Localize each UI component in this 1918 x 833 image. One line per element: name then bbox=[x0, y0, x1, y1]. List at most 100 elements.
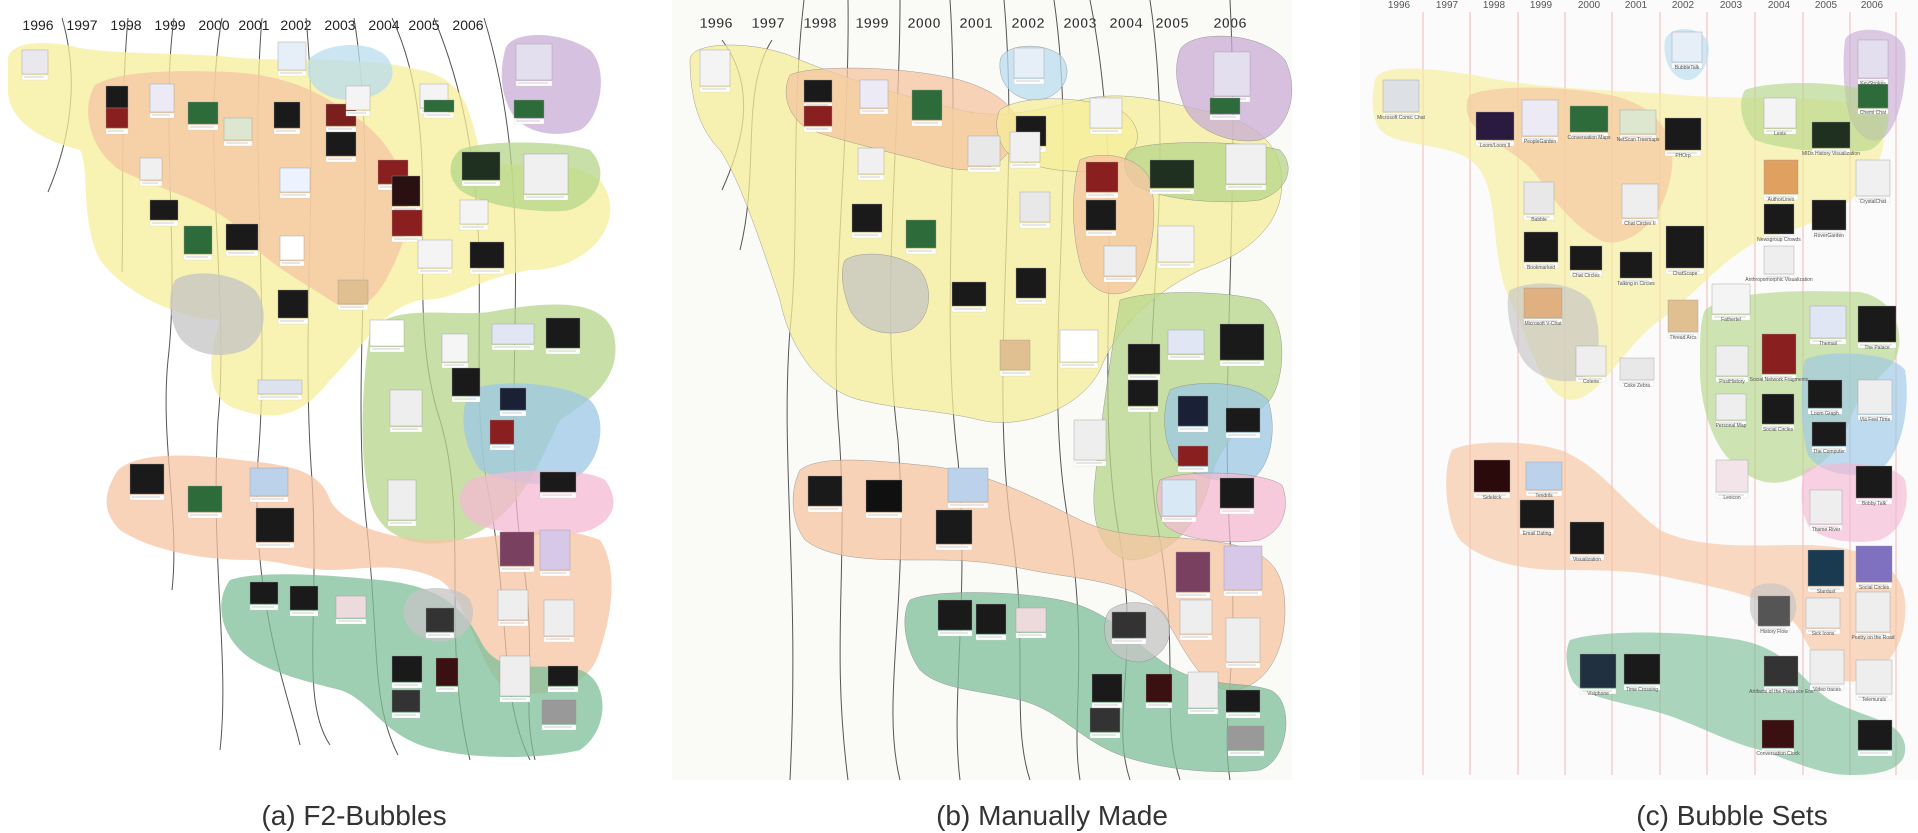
thumbnail-caption-box bbox=[1763, 194, 1799, 201]
thumbnail-image bbox=[129, 463, 165, 495]
artifact-label: RoverGarden bbox=[1814, 233, 1844, 239]
thumbnail-image bbox=[1763, 159, 1799, 195]
thumbnail-caption-box bbox=[1019, 222, 1051, 229]
artifact-thumbnail bbox=[1623, 653, 1661, 691]
thumbnail-caption-box bbox=[335, 618, 367, 625]
thumbnail-image bbox=[369, 319, 405, 347]
artifact-thumbnail bbox=[935, 509, 973, 551]
artifact-thumbnail bbox=[545, 317, 581, 355]
artifact-thumbnail bbox=[1073, 419, 1107, 467]
thumbnail-image bbox=[1382, 79, 1420, 113]
artifact-thumbnail bbox=[1127, 379, 1159, 413]
group-bubble bbox=[1700, 291, 1900, 483]
thumbnail-caption-box bbox=[187, 124, 219, 131]
thumbnail-caption-box bbox=[1667, 332, 1699, 339]
thumbnail-caption-box bbox=[1219, 360, 1265, 367]
thumbnail-image bbox=[1227, 725, 1265, 751]
thumbnail-image bbox=[539, 529, 571, 571]
thumbnail-image bbox=[1857, 379, 1893, 415]
artifact-thumbnail bbox=[1809, 649, 1845, 691]
thumbnail-image bbox=[1225, 407, 1261, 433]
artifact-thumbnail bbox=[999, 339, 1031, 377]
artifact-label: Talking in Circles bbox=[1617, 281, 1655, 287]
artifact-thumbnail bbox=[1473, 459, 1511, 499]
artifact-thumbnail bbox=[1619, 357, 1655, 387]
thumbnail-image bbox=[513, 99, 545, 119]
artifact-label: Bookmarked bbox=[1527, 265, 1555, 271]
artifact-label: Video traces bbox=[1813, 687, 1841, 693]
thumbnail-caption-box bbox=[459, 224, 489, 231]
thumbnails-b bbox=[699, 47, 1267, 757]
thumbnail-image bbox=[1761, 333, 1797, 375]
artifact-thumbnail bbox=[1223, 545, 1263, 597]
thumbnail-caption-box bbox=[1671, 62, 1703, 69]
thumbnail-image bbox=[1761, 393, 1795, 425]
thumbnail-caption-box bbox=[1523, 262, 1559, 269]
artifact-thumbnail bbox=[279, 235, 305, 267]
artifact-label: KeyStrokes bbox=[1860, 81, 1886, 87]
artifact-thumbnail bbox=[1225, 407, 1261, 439]
thumbnail-image bbox=[469, 241, 505, 269]
artifact-thumbnail bbox=[1809, 305, 1847, 345]
artifact-thumbnail bbox=[951, 281, 987, 313]
thumbnail-image bbox=[547, 665, 579, 687]
artifact-thumbnail bbox=[441, 333, 469, 369]
artifact-thumbnail bbox=[1763, 655, 1799, 693]
thumbnail-image bbox=[515, 43, 553, 81]
thumbnail-caption-box bbox=[21, 74, 49, 81]
thumbnail-caption-box bbox=[1809, 524, 1843, 531]
thumbnail-image bbox=[499, 531, 535, 567]
thumbnail-caption-box bbox=[1763, 128, 1797, 135]
artifact-label: Fathertel bbox=[1721, 317, 1741, 323]
artifact-thumbnail bbox=[1111, 611, 1147, 645]
artifact-thumbnail bbox=[1811, 421, 1847, 453]
thumbnail-image bbox=[335, 595, 367, 619]
artifact-thumbnail bbox=[1621, 183, 1659, 225]
artifact-label: Visiphone bbox=[1587, 691, 1609, 697]
artifact-thumbnail bbox=[1665, 225, 1705, 275]
artifact-thumbnail bbox=[967, 135, 1001, 173]
artifact-thumbnail bbox=[859, 79, 889, 115]
artifact-thumbnail bbox=[1715, 393, 1747, 427]
thumbnail-caption-box bbox=[1111, 638, 1147, 645]
thumbnail-caption-box bbox=[1475, 140, 1515, 147]
thumbnail-caption-box bbox=[1085, 230, 1117, 237]
thumbnail-image bbox=[1179, 599, 1213, 635]
thumbnail-image bbox=[461, 151, 501, 181]
artifact-label: Personal Map bbox=[1716, 423, 1747, 429]
thumbnail-image bbox=[451, 367, 481, 397]
thumbnail-image bbox=[1145, 673, 1173, 703]
artifact-label: Themail bbox=[1819, 341, 1837, 347]
artifact-label: The Computer bbox=[1813, 449, 1845, 455]
thumbnail-caption-box bbox=[1103, 276, 1137, 283]
thumbnail-image bbox=[391, 689, 421, 713]
thumbnail-caption-box bbox=[369, 346, 405, 353]
artifact-thumbnail bbox=[1857, 83, 1889, 115]
artifact-label: Chemi Chat bbox=[1860, 110, 1887, 116]
thumbnail-image bbox=[183, 225, 213, 255]
thumbnail-caption-box bbox=[387, 520, 417, 527]
artifact-thumbnail bbox=[1103, 245, 1137, 283]
thumbnail-caption-box bbox=[223, 140, 253, 147]
artifact-thumbnail bbox=[1855, 659, 1893, 701]
thumbnail-image bbox=[1111, 611, 1147, 639]
thumbnail-caption-box bbox=[1013, 78, 1045, 85]
thumbnail-image bbox=[1763, 245, 1795, 275]
thumbnail-image bbox=[1857, 719, 1893, 751]
year-label: 1998 bbox=[1483, 0, 1506, 11]
artifact-label: ChatScape bbox=[1673, 271, 1698, 277]
thumbnail-image bbox=[1715, 393, 1747, 421]
thumbnail-caption-box bbox=[469, 268, 505, 275]
thumbnail-caption-box bbox=[1809, 684, 1845, 691]
artifact-thumbnail bbox=[1225, 143, 1267, 191]
thumbnail-caption-box bbox=[539, 570, 571, 577]
thumbnail-caption-box bbox=[149, 112, 175, 119]
artifact-label: Social Circles bbox=[1763, 427, 1794, 433]
thumbnail-image bbox=[1523, 231, 1559, 263]
artifact-label: Newsgroup Crowds bbox=[1757, 237, 1801, 243]
artifact-thumbnail bbox=[249, 467, 289, 503]
thumbnails-c: Microsoft Comic Chat Loom/Loom II PeopleGa… bbox=[1377, 31, 1897, 757]
thumbnail-image bbox=[1763, 97, 1797, 129]
thumbnail-image bbox=[491, 323, 535, 345]
thumbnail-image bbox=[223, 117, 253, 141]
